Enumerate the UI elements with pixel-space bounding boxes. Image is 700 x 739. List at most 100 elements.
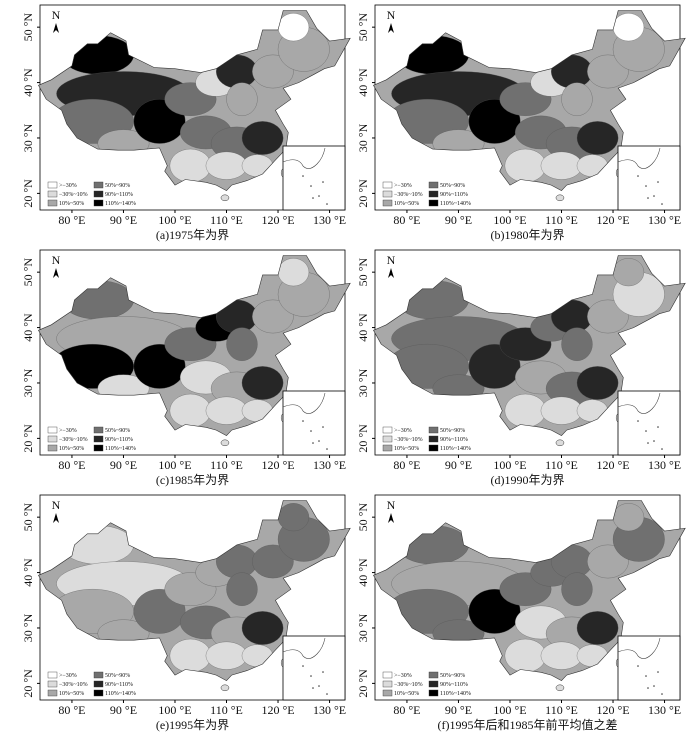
inset-island [637, 175, 639, 177]
inset-frame [282, 635, 346, 701]
region [612, 13, 645, 42]
x-tick-label: 80 °E [58, 213, 85, 227]
hainan [555, 439, 565, 447]
legend-label: 110%~140% [105, 446, 136, 452]
x-tick-label: 100 °E [158, 703, 191, 717]
legend-label: 90%~110% [440, 192, 468, 198]
legend-label: >−30% [59, 673, 77, 679]
legend-swatch [47, 671, 58, 679]
x-tick-label: 90 °E [110, 213, 137, 227]
legend-label: 110%~140% [440, 201, 471, 207]
country-border [38, 10, 351, 191]
y-tick-label: 50 °N [21, 503, 35, 532]
legend-swatch [428, 435, 439, 443]
inset-island [637, 420, 639, 422]
country-border [373, 255, 686, 436]
y-tick-label: 40 °N [356, 313, 370, 342]
region [540, 641, 583, 670]
x-tick-label: 110 °E [545, 213, 578, 227]
region-group [386, 503, 665, 673]
legend-swatch [93, 435, 104, 443]
legend-label: −30%~10% [394, 192, 423, 198]
legend-label: 50%~90% [440, 183, 465, 189]
legend-label: 110%~140% [440, 446, 471, 452]
north-arrow [388, 23, 394, 33]
region [504, 148, 547, 183]
region [277, 258, 310, 287]
inset-coast [282, 147, 326, 169]
legend-label: 90%~110% [105, 682, 133, 688]
inset-island [661, 693, 663, 695]
y-tick-label: 30 °N [356, 613, 370, 642]
y-tick-label: 40 °N [356, 68, 370, 97]
legend-label: −30%~10% [59, 682, 88, 688]
inset-island [326, 693, 328, 695]
legend-swatch [428, 181, 439, 189]
legend-label: 10%~50% [59, 201, 84, 207]
inset-island [310, 185, 312, 187]
inset-island [310, 430, 312, 432]
legend-label: 10%~50% [59, 691, 84, 697]
legend-swatch [47, 181, 58, 189]
region-group [386, 258, 665, 428]
x-tick-label: 100 °E [493, 703, 526, 717]
region [205, 151, 248, 180]
legend-label: 50%~90% [440, 428, 465, 434]
map-panel: N >−30% −30%~10% 10%~50% 50%~90% 90%~110% 110%… [356, 4, 686, 242]
inset-island [326, 203, 328, 205]
legend-swatch [93, 444, 104, 452]
y-tick-label: 40 °N [21, 313, 35, 342]
y-tick-label: 20 °N [21, 669, 35, 698]
legend-swatch [47, 426, 58, 434]
x-tick-label: 80 °E [393, 213, 420, 227]
north-arrow [53, 513, 59, 523]
inset-island [302, 420, 304, 422]
north-arrow [388, 268, 394, 278]
legend-swatch [382, 426, 393, 434]
legend-swatch [93, 426, 104, 434]
region [561, 572, 593, 606]
legend-label: 110%~140% [440, 691, 471, 697]
country-border [38, 255, 351, 436]
legend-swatch [382, 435, 393, 443]
north-label: N [387, 8, 396, 22]
x-tick-label: 80 °E [393, 703, 420, 717]
y-tick-label: 20 °N [21, 179, 35, 208]
legend-swatch [93, 680, 104, 688]
y-tick-label: 20 °N [21, 424, 35, 453]
hainan [555, 194, 565, 202]
inset-island [653, 195, 655, 197]
inset-coast [282, 637, 326, 659]
inset-island [661, 203, 663, 205]
inset-island [657, 426, 659, 428]
region [226, 327, 258, 361]
map-panel: N >−30% −30%~10% 10%~50% 50%~90% 90%~110% 110%… [356, 494, 686, 732]
legend-swatch [47, 435, 58, 443]
legend-swatch [93, 190, 104, 198]
legend-label: >−30% [59, 428, 77, 434]
inset-island [657, 181, 659, 183]
x-tick-label: 120 °E [596, 213, 629, 227]
y-tick-label: 50 °N [21, 258, 35, 287]
region [504, 638, 547, 673]
x-tick-label: 90 °E [110, 458, 137, 472]
legend-swatch [428, 680, 439, 688]
legend-label: 50%~90% [105, 183, 130, 189]
map-panel: N >−30% −30%~10% 10%~50% 50%~90% 90%~110% 110%… [21, 494, 351, 732]
inset-frame [282, 145, 346, 211]
legend-label: 50%~90% [105, 673, 130, 679]
legend-swatch [382, 199, 393, 207]
y-tick-label: 50 °N [21, 13, 35, 42]
region [612, 503, 645, 532]
x-tick-label: 130 °E [648, 458, 681, 472]
legend-label: 10%~50% [394, 446, 419, 452]
legend-label: −30%~10% [394, 437, 423, 443]
north-arrow [388, 513, 394, 523]
legend-swatch [93, 671, 104, 679]
region [561, 327, 593, 361]
inset-island [645, 675, 647, 677]
legend-label: 110%~140% [105, 201, 136, 207]
legend-label: −30%~10% [394, 682, 423, 688]
legend-label: 10%~50% [394, 201, 419, 207]
